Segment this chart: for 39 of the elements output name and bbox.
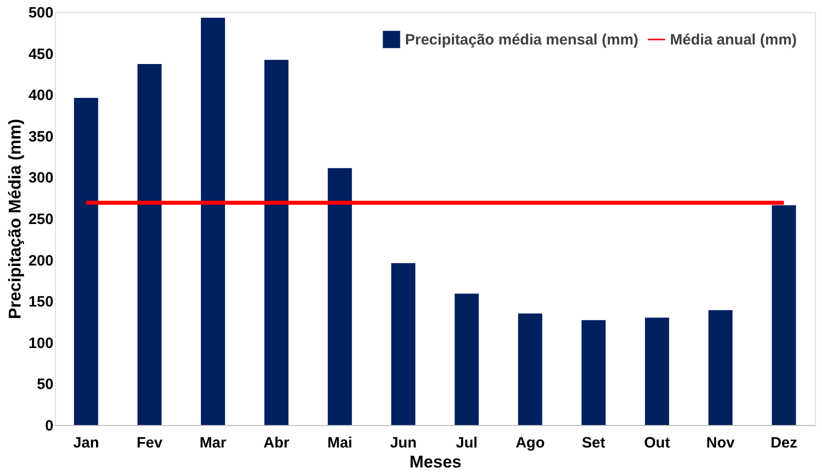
x-tick-label: Fev bbox=[136, 434, 164, 452]
y-tick-label: 250 bbox=[28, 211, 54, 228]
x-tick-label: Out bbox=[644, 434, 670, 452]
x-tick-label: Mai bbox=[327, 434, 352, 452]
x-axis-title: Meses bbox=[410, 452, 462, 472]
bar bbox=[518, 313, 542, 425]
x-tick-label: Set bbox=[582, 434, 606, 452]
x-tick-label: Mar bbox=[200, 434, 226, 452]
x-tick-label: Jan bbox=[73, 434, 100, 452]
y-tick-label: 300 bbox=[28, 170, 54, 187]
bar bbox=[391, 263, 416, 425]
x-tick-label: Abr bbox=[263, 434, 290, 452]
bar bbox=[708, 310, 733, 425]
bar bbox=[328, 168, 352, 425]
legend-label: Média anual (mm) bbox=[670, 32, 797, 48]
bar bbox=[644, 318, 670, 425]
y-axis-title: Precipitação Média (mm) bbox=[5, 118, 24, 320]
x-tick-label: Nov bbox=[706, 434, 736, 452]
y-tick-label: 100 bbox=[28, 334, 54, 352]
bar bbox=[772, 205, 796, 425]
bar bbox=[74, 98, 98, 425]
x-tick-label: Jul bbox=[456, 434, 478, 452]
y-tick-label: 500 bbox=[28, 4, 54, 22]
y-tick-label: 350 bbox=[28, 128, 54, 146]
bar bbox=[454, 294, 479, 425]
x-tick-label: Dez bbox=[770, 434, 798, 452]
y-tick-label: 150 bbox=[28, 294, 54, 311]
y-tick-label: 50 bbox=[36, 376, 54, 394]
bar bbox=[582, 320, 606, 425]
bar bbox=[264, 60, 288, 425]
x-tick-label: Jun bbox=[390, 434, 417, 452]
bar bbox=[200, 18, 226, 425]
bar bbox=[137, 64, 162, 425]
y-tick-label: 0 bbox=[45, 418, 54, 434]
y-tick-label: 200 bbox=[28, 252, 54, 270]
x-tick-label: Ago bbox=[516, 434, 545, 452]
y-tick-label: 400 bbox=[28, 87, 54, 104]
legend-label: Precipitação média mensal (mm) bbox=[405, 32, 638, 48]
y-tick-label: 450 bbox=[28, 46, 54, 63]
